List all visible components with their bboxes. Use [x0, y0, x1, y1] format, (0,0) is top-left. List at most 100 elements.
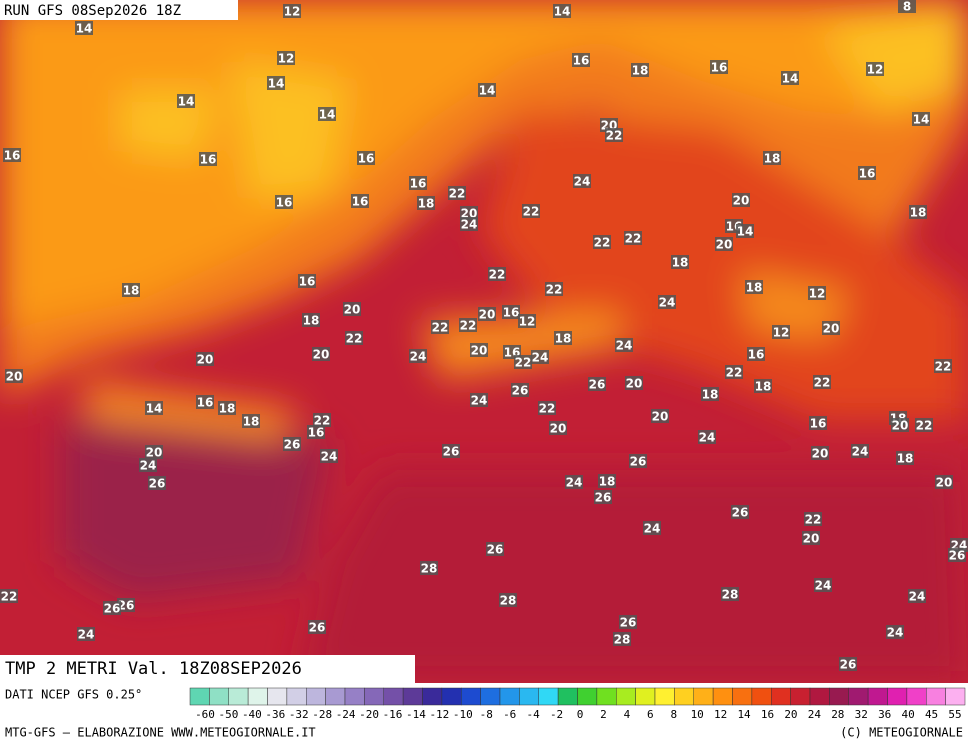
temperature-label: 20 [936, 476, 953, 490]
credit: MTG-GFS — ELABORAZIONE WWW.METEOGIORNALE… [5, 726, 316, 740]
legend-tick-label: -6 [503, 708, 516, 721]
legend-swatch [344, 687, 365, 706]
temperature-label: 18 [672, 256, 689, 270]
temperature-label: 18 [243, 415, 260, 429]
temperature-label: 24 [616, 339, 633, 353]
temperature-label: 14 [782, 72, 799, 86]
temperature-label: 16 [410, 177, 427, 191]
label-box [721, 587, 739, 601]
legend-swatch [926, 687, 946, 706]
label-box [117, 598, 135, 612]
label-box [731, 505, 749, 519]
temperature-label: 26 [118, 599, 135, 613]
legend-tick-label: 8 [670, 708, 677, 721]
temperature-label: 18 [910, 206, 927, 220]
legend-swatch [422, 687, 443, 706]
legend-swatch [945, 687, 966, 706]
legend-tick-label: -2 [550, 708, 563, 721]
temperature-label: 22 [539, 402, 556, 416]
label-box [514, 355, 532, 369]
legend-swatch [189, 687, 210, 706]
label-box [448, 186, 466, 200]
temperature-label: 16 [352, 195, 369, 209]
temperature-label: 22 [346, 332, 363, 346]
label-box [631, 63, 649, 77]
temperature-label: 16 [197, 396, 214, 410]
temperature-field [0, 0, 968, 683]
legend-swatch [771, 687, 791, 706]
legend-tick-label: 12 [714, 708, 727, 721]
legend-tick-label: 45 [925, 708, 938, 721]
legend-swatch [557, 687, 578, 706]
legend-tick-label: -10 [453, 708, 473, 721]
label-box [502, 305, 520, 319]
label-box [624, 231, 642, 245]
label-box [277, 51, 295, 65]
label-box [613, 632, 631, 646]
label-box [808, 286, 826, 300]
temperature-label: 26 [149, 477, 166, 491]
label-box [651, 409, 669, 423]
label-box [409, 176, 427, 190]
temperature-label: 26 [595, 491, 612, 505]
label-box [518, 314, 536, 328]
label-box [909, 205, 927, 219]
label-box [615, 338, 633, 352]
label-box [549, 421, 567, 435]
legend-swatch [616, 687, 636, 706]
temperature-label: 18 [764, 152, 781, 166]
temperature-label: 22 [546, 283, 563, 297]
label-box [460, 217, 478, 231]
label-box [553, 4, 571, 18]
label-box [196, 352, 214, 366]
label-box [275, 195, 293, 209]
legend-tick-label: -4 [527, 708, 541, 721]
temperature-label: 14 [146, 402, 163, 416]
label-box [298, 274, 316, 288]
legend-tick-label: -16 [383, 708, 403, 721]
legend-swatch [887, 687, 908, 706]
legend-swatch [635, 687, 656, 706]
run-box [0, 0, 238, 20]
temperature-label: 24 [410, 350, 427, 364]
temperature-label: 20 [313, 348, 330, 362]
temperature-label: 22 [1, 590, 18, 604]
run-title: RUN GFS 08Sep2026 18Z [4, 3, 181, 19]
label-box [313, 413, 331, 427]
temperature-label: 22 [726, 366, 743, 380]
label-box [177, 94, 195, 108]
temperature-label: 20 [550, 422, 567, 436]
temperature-label: 16 [503, 306, 520, 320]
temperature-label: 24 [140, 459, 157, 473]
copyright: (C) METEOGIORNALE [840, 726, 963, 740]
label-box [605, 128, 623, 142]
temperature-label: 24 [566, 476, 583, 490]
temperature-label: 20 [626, 377, 643, 391]
temperature-label: 28 [614, 633, 631, 647]
label-box [351, 194, 369, 208]
label-box [736, 224, 754, 238]
legend-tick-label: -36 [265, 708, 285, 721]
legend-swatch [596, 687, 617, 706]
label-box [148, 476, 166, 490]
label-box [866, 62, 884, 76]
label-box [802, 531, 820, 545]
label-box [698, 430, 716, 444]
temperature-label: 18 [632, 64, 649, 78]
legend-tick-label: 6 [647, 708, 654, 721]
temperature-label: 14 [554, 5, 571, 19]
legend-tick-label: -28 [312, 708, 332, 721]
temperature-label: 12 [867, 63, 884, 77]
temperature-label: 14 [178, 95, 195, 109]
legend-swatch [829, 687, 849, 706]
label-box [804, 512, 822, 526]
temperature-label: 18 [123, 284, 140, 298]
label-box [772, 325, 790, 339]
label-box [318, 107, 336, 121]
legend-swatch [906, 687, 927, 706]
label-box [499, 593, 517, 607]
label-box [242, 414, 260, 428]
label-box [357, 151, 375, 165]
label-box [809, 416, 827, 430]
